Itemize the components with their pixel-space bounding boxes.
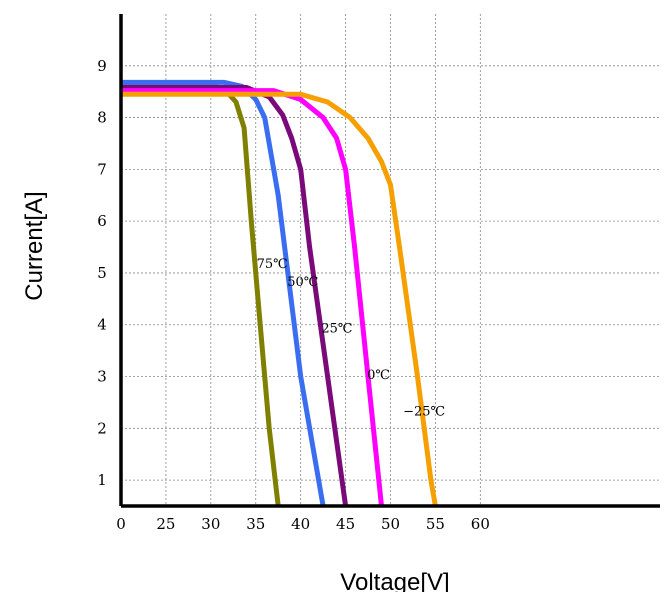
series-label: 50℃ [287,275,318,290]
x-tick-label: 30 [201,515,220,533]
x-tick-label: 0 [116,515,126,533]
y-tick-label: 7 [97,160,107,178]
y-tick-labels: 1 2 3 4 5 6 7 8 9 [97,57,107,489]
x-tick-label: 55 [426,515,445,533]
x-tick-label: 35 [246,515,265,533]
axes [119,14,660,508]
x-tick-label: 40 [291,515,310,533]
series-label: 25℃ [321,322,352,337]
x-tick-labels: 0 25 30 35 40 45 50 55 60 [116,515,490,533]
x-tick-label: 25 [156,515,175,533]
series-line-3 [121,88,384,507]
series-label: 75℃ [257,257,288,272]
series-lines [121,79,438,507]
y-tick-label: 8 [97,109,107,127]
y-tick-label: 3 [97,368,107,386]
x-tick-label: 45 [336,515,355,533]
x-tick-label: 50 [381,515,400,533]
y-tick-label: 5 [97,264,107,282]
y-tick-label: 1 [97,471,107,489]
series-label: −25℃ [403,404,445,419]
y-tick-label: 6 [97,212,107,230]
y-axis-title: Current[A] [21,191,48,300]
x-axis-title: Voltage[V] [340,569,449,592]
series-labels: 75℃ 50℃ 25℃ 0℃ −25℃ [257,257,445,420]
x-tick-label: 60 [471,515,490,533]
y-tick-label: 9 [97,57,107,75]
series-label: 0℃ [367,368,390,383]
y-tick-label: 2 [97,419,107,437]
series-line-1 [121,79,326,507]
y-tick-label: 4 [97,316,107,334]
series-line-0 [121,81,281,507]
series-line-4 [121,91,438,507]
